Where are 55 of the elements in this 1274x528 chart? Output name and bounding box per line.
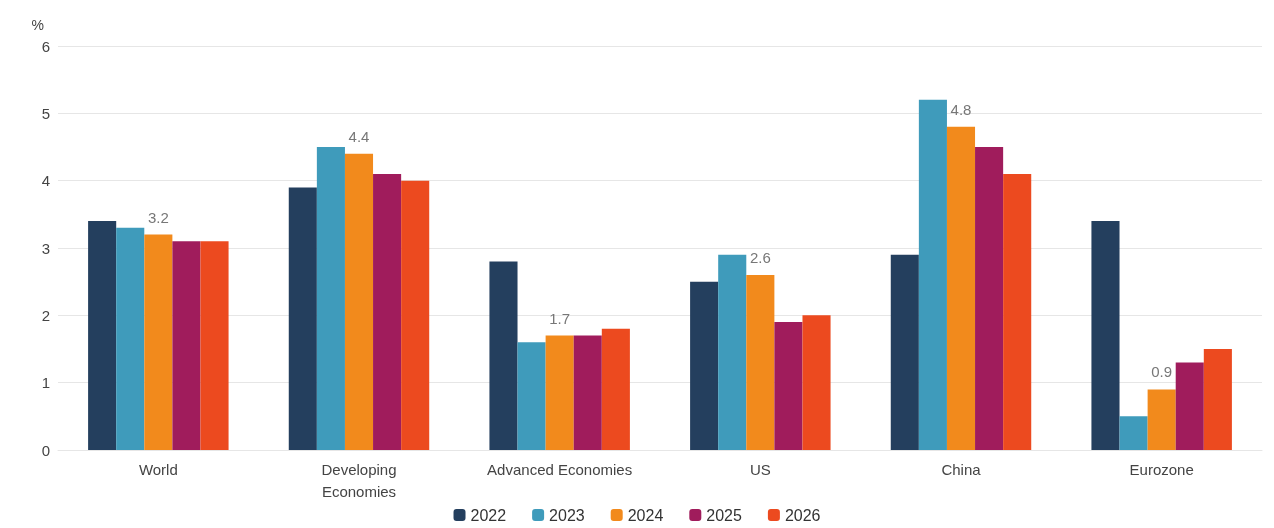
- bar: [344, 153, 374, 450]
- bar: [200, 241, 229, 450]
- bar: [1091, 221, 1120, 450]
- bar: [890, 254, 919, 450]
- bar: [802, 315, 831, 450]
- legend-label: 2025: [706, 506, 742, 524]
- bar: [517, 342, 546, 450]
- bar: [1003, 173, 1032, 450]
- bar: [316, 147, 345, 450]
- bar: [601, 328, 630, 450]
- data-label: 3.2: [147, 208, 169, 226]
- y-tick-label: 6: [41, 37, 50, 55]
- legend-label: 2023: [549, 506, 585, 524]
- bar: [975, 147, 1004, 450]
- bar: [373, 173, 402, 450]
- bar: [172, 241, 201, 450]
- bar: [489, 261, 518, 450]
- bar: [401, 180, 430, 450]
- data-label: 2.6: [749, 248, 771, 266]
- data-label: 0.9: [1151, 363, 1173, 381]
- bar: [1147, 389, 1176, 450]
- bar: [1175, 362, 1204, 450]
- y-axis-title: %: [31, 17, 44, 33]
- y-tick-label: 1: [41, 374, 50, 392]
- bar: [288, 187, 317, 450]
- x-tick-label: Eurozone: [1129, 460, 1194, 478]
- legend-label: 2022: [470, 506, 507, 524]
- bar: [774, 322, 803, 450]
- x-tick-label: Developing Economies: [321, 460, 397, 500]
- bar: [116, 227, 145, 450]
- bar: [1203, 349, 1232, 450]
- y-tick-label: 0: [41, 441, 50, 459]
- bar: [573, 335, 602, 450]
- data-label: 4.4: [348, 127, 370, 145]
- bar: [746, 274, 775, 450]
- y-tick-label: 3: [41, 239, 50, 257]
- data-label: 1.7: [549, 309, 571, 327]
- bar: [1119, 416, 1148, 450]
- legend-label: 2024: [627, 506, 664, 524]
- x-tick-label: World: [138, 460, 178, 478]
- bar: [690, 281, 719, 450]
- x-tick-label: US: [749, 460, 771, 478]
- bar: [946, 126, 976, 450]
- bar: [144, 234, 173, 450]
- y-tick-label: 5: [41, 104, 50, 122]
- bar: [88, 221, 117, 450]
- data-label: 4.8: [950, 100, 972, 118]
- legend-label: 2026: [784, 506, 821, 524]
- y-tick-label: 2: [41, 306, 50, 324]
- bar: [918, 99, 947, 450]
- x-tick-label: Advanced Economies: [487, 460, 633, 478]
- bar: [545, 335, 574, 450]
- x-tick-label: China: [941, 460, 982, 478]
- bar: [718, 254, 747, 450]
- y-tick-label: 4: [41, 172, 50, 190]
